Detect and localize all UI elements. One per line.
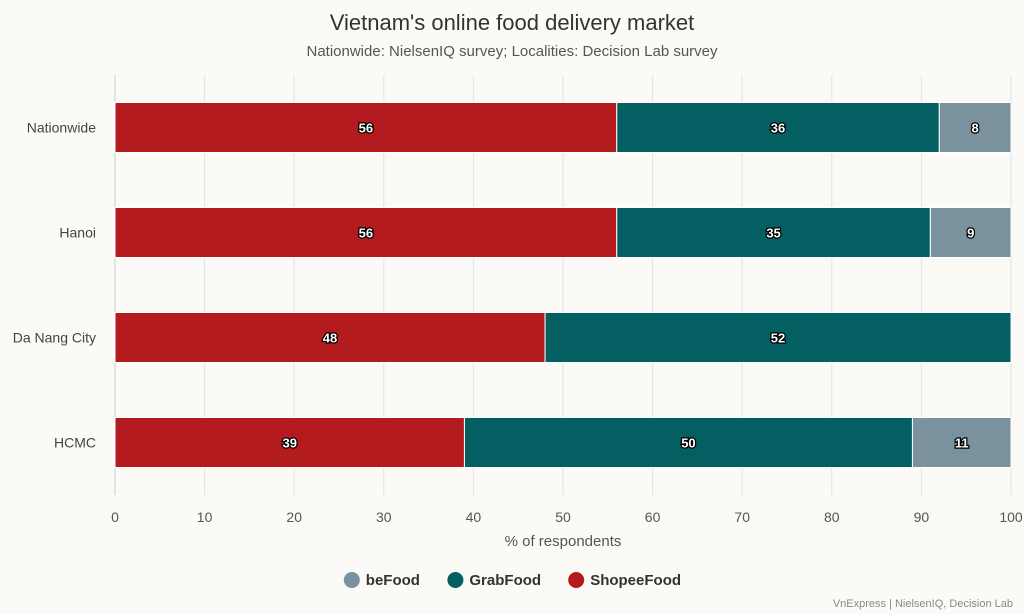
- legend-label: ShopeeFood: [590, 572, 681, 589]
- legend-swatch: [568, 572, 585, 588]
- chart-subtitle: Nationwide: NielsenIQ survey; Localities…: [306, 43, 718, 60]
- bar-segment: [114, 312, 546, 363]
- x-tick-label: 80: [824, 509, 840, 525]
- legend-label: beFood: [366, 572, 420, 589]
- bar-segment: [616, 207, 931, 258]
- bars: 56 36 8 56 35 9 48 52 39 50 11: [114, 102, 1012, 468]
- x-tick-label: 60: [645, 509, 661, 525]
- bar-segment: [544, 312, 1012, 363]
- legend: beFood GrabFood ShopeeFood: [343, 572, 681, 589]
- bar-value-label: 39: [282, 436, 296, 451]
- x-tick-labels: 0 10 20 30 40 50 60 70 80 90 100: [111, 509, 1023, 525]
- x-tick-label: 0: [111, 509, 119, 525]
- category-label: HCMC: [54, 435, 96, 451]
- bar-value-label: 50: [681, 436, 695, 451]
- bar-segment: [616, 102, 940, 153]
- x-tick-label: 40: [466, 509, 482, 525]
- x-tick-label: 30: [376, 509, 392, 525]
- chart-title: Vietnam's online food delivery market: [330, 10, 695, 35]
- x-tick-label: 90: [914, 509, 930, 525]
- bar-segment: [463, 417, 913, 468]
- x-tick-label: 70: [734, 509, 750, 525]
- category-label: Hanoi: [59, 225, 96, 241]
- bar-value-label: 56: [359, 226, 373, 241]
- x-tick-label: 10: [197, 509, 213, 525]
- x-tick-label: 20: [286, 509, 302, 525]
- legend-swatch: [447, 572, 464, 588]
- x-tick-label: 100: [999, 509, 1023, 525]
- x-tick-label: 50: [555, 509, 571, 525]
- category-label: Nationwide: [27, 120, 96, 136]
- bar-value-label: 48: [323, 331, 337, 346]
- bar-segment: [114, 417, 465, 468]
- bar-segment: [114, 207, 618, 258]
- x-axis-title: % of respondents: [505, 533, 622, 550]
- bar-value-label: 11: [955, 436, 969, 451]
- bar-value-label: 56: [359, 121, 373, 136]
- bar-value-label: 8: [972, 121, 979, 136]
- credit-text: VnExpress | NielsenIQ, Decision Lab: [833, 598, 1013, 610]
- bar-value-label: 52: [771, 331, 785, 346]
- bar-segment: [938, 102, 1012, 153]
- bar-segment: [929, 207, 1012, 258]
- category-label: Da Nang City: [13, 330, 96, 346]
- legend-swatch: [343, 572, 360, 588]
- bar-segment: [114, 102, 618, 153]
- bar-segment: [911, 417, 1012, 468]
- bar-value-label: 36: [771, 121, 785, 136]
- legend-label: GrabFood: [469, 572, 541, 589]
- category-labels: Nationwide Hanoi Da Nang City HCMC: [13, 120, 96, 451]
- bar-value-label: 35: [766, 226, 780, 241]
- bar-value-label: 9: [967, 226, 974, 241]
